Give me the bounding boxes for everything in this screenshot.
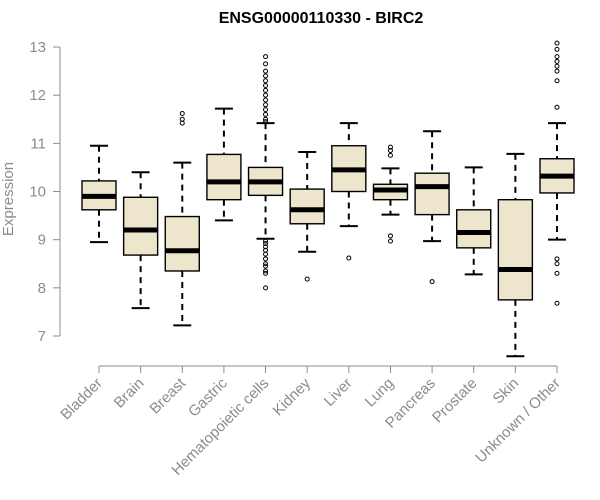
outlier-point: [387, 148, 393, 154]
box: [289, 188, 325, 225]
y-tick-label: 9: [38, 232, 46, 249]
outlier-point: [263, 238, 269, 244]
x-tick-label: Prostate: [429, 375, 481, 427]
outlier-point: [263, 244, 269, 250]
outlier-point: [304, 276, 310, 282]
outlier-point: [263, 107, 269, 113]
box: [206, 153, 242, 201]
box-group: [164, 110, 200, 327]
box-group: [247, 54, 284, 291]
x-tick-label: Breast: [146, 374, 189, 417]
outlier-point: [263, 102, 269, 108]
outlier-point: [263, 119, 269, 125]
x-tick-label: Kidney: [270, 374, 315, 419]
box: [414, 172, 450, 216]
box: [122, 196, 159, 256]
outlier-point: [554, 104, 560, 110]
box-group: [414, 130, 450, 285]
y-axis-label: Expression: [0, 162, 17, 236]
x-tick-label: Bladder: [57, 375, 106, 424]
outlier-point: [263, 68, 269, 74]
outlier-point: [263, 270, 269, 276]
outlier-point: [554, 300, 560, 306]
chart-title: ENSG00000110330 - BIRC2: [219, 10, 424, 27]
outlier-point: [554, 40, 560, 46]
box-group: [331, 122, 367, 261]
x-tick-label: Skin: [490, 375, 523, 408]
y-tick-label: 8: [38, 280, 46, 297]
outlier-point: [263, 247, 269, 253]
box-group: [456, 166, 492, 276]
y-tick-label: 12: [29, 87, 46, 104]
y-tick-label: 11: [30, 135, 46, 152]
outlier-point: [263, 263, 269, 269]
outlier-point: [263, 92, 269, 98]
outlier-point: [263, 268, 269, 274]
outlier-point: [263, 83, 269, 89]
outlier-point: [263, 241, 269, 247]
y-axis-ticks: 7 8 9 10 11 12 13: [29, 39, 60, 345]
outlier-point: [263, 61, 269, 67]
outlier-point: [387, 238, 393, 244]
x-tick-label: Brain: [111, 375, 148, 412]
box-group: [81, 144, 117, 244]
y-tick-label: 7: [38, 328, 46, 345]
outlier-point: [429, 279, 435, 285]
outlier-point: [554, 270, 560, 276]
outlier-point: [554, 54, 560, 60]
y-tick-label: 10: [29, 184, 46, 201]
outlier-point: [263, 78, 269, 84]
outlier-point: [346, 255, 352, 261]
outlier-point: [179, 116, 185, 122]
outlier-point: [387, 144, 393, 150]
x-tick-label: Liver: [321, 375, 356, 410]
outlier-point: [387, 233, 393, 239]
outlier-point: [263, 97, 269, 103]
box: [164, 215, 200, 272]
box-group: [289, 151, 325, 282]
outlier-point: [554, 46, 560, 52]
outlier-point: [387, 152, 393, 158]
outlier-point: [554, 63, 560, 69]
boxes-layer: [81, 40, 575, 358]
outlier-point: [263, 261, 269, 267]
outlier-point: [263, 285, 269, 291]
outlier-point: [263, 256, 269, 262]
outlier-point: [554, 261, 560, 267]
box-group: [122, 171, 159, 310]
box-group: [539, 40, 575, 306]
outlier-point: [554, 78, 560, 84]
y-tick-label: 13: [29, 39, 46, 56]
outlier-point: [554, 256, 560, 262]
outlier-point: [263, 116, 269, 122]
outlier-point: [554, 68, 560, 74]
box: [497, 198, 534, 301]
box-group: [372, 144, 409, 244]
box-group: [497, 152, 534, 358]
outlier-point: [263, 73, 269, 79]
box-group: [206, 107, 242, 222]
outlier-point: [263, 87, 269, 93]
outlier-point: [179, 110, 185, 116]
outlier-point: [263, 54, 269, 60]
outlier-point: [554, 58, 560, 64]
box: [456, 209, 492, 249]
outlier-point: [263, 111, 269, 117]
x-tick-label: Lung: [362, 375, 398, 411]
